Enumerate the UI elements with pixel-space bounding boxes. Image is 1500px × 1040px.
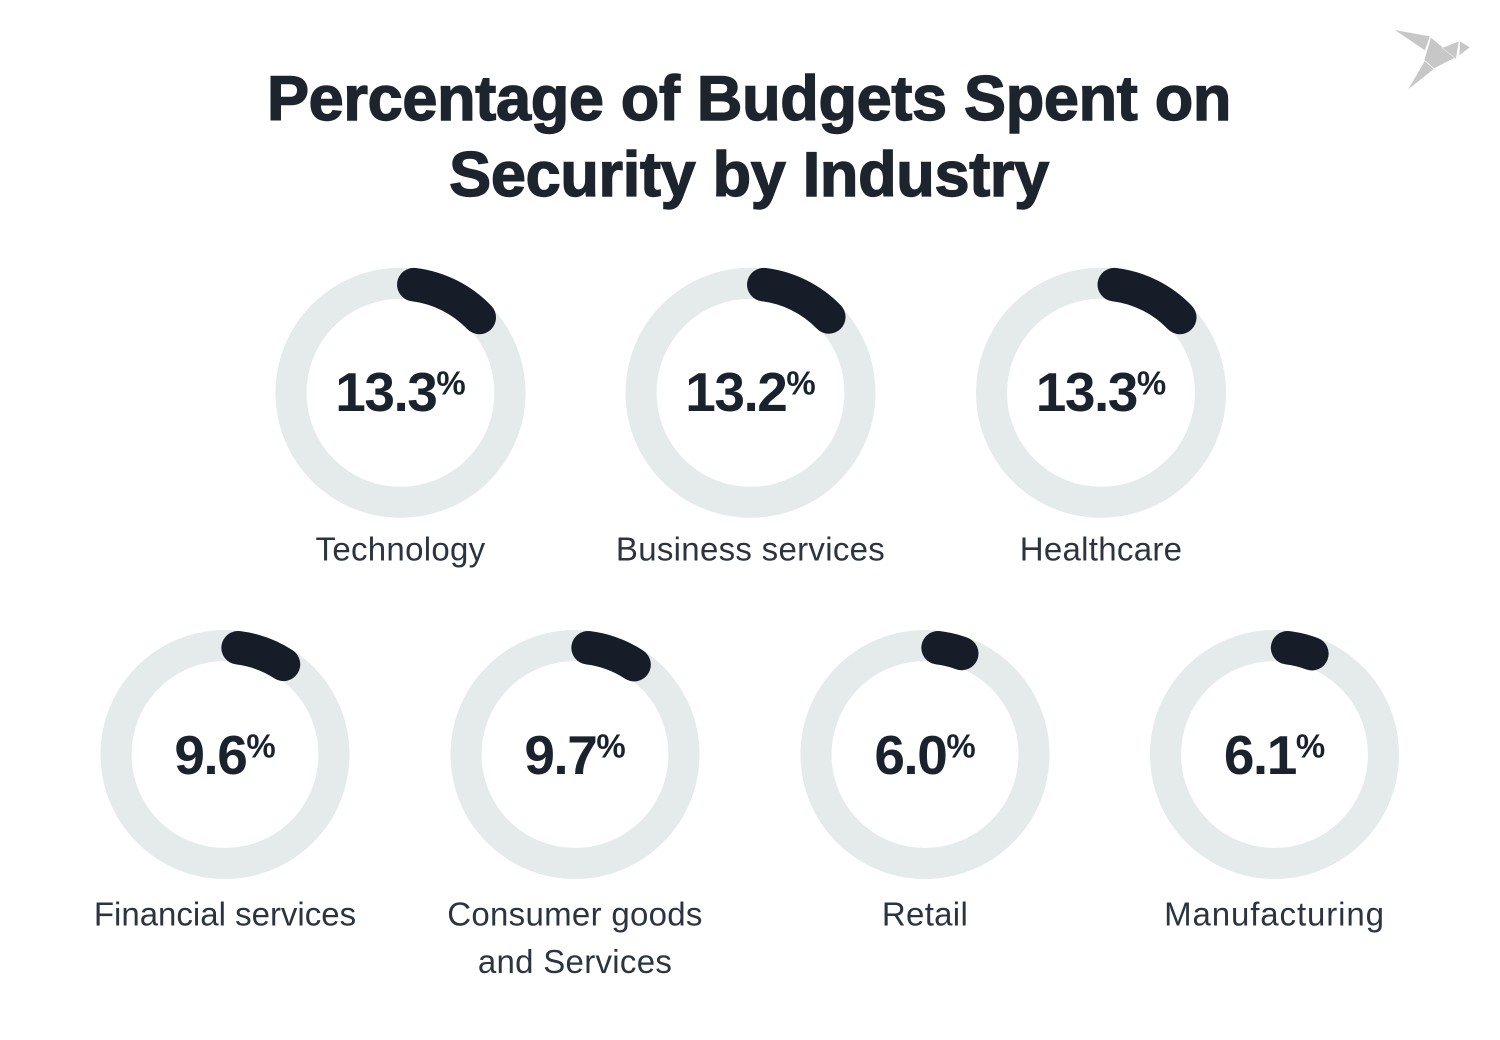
svg-text:Business services: Business services bbox=[616, 530, 885, 567]
svg-text:Manufacturing: Manufacturing bbox=[1164, 895, 1385, 932]
svg-text:9.7%: 9.7% bbox=[524, 724, 625, 786]
svg-text:Percentage of Budgets Spent on: Percentage of Budgets Spent on bbox=[267, 64, 1231, 134]
svg-text:6.1%: 6.1% bbox=[1224, 724, 1325, 786]
svg-text:6.0%: 6.0% bbox=[874, 724, 975, 786]
svg-text:Financial services: Financial services bbox=[94, 895, 356, 932]
svg-text:13.3%: 13.3% bbox=[1036, 361, 1166, 423]
svg-text:13.2%: 13.2% bbox=[685, 361, 815, 423]
svg-text:Technology: Technology bbox=[316, 530, 486, 567]
svg-text:Healthcare: Healthcare bbox=[1020, 530, 1183, 567]
svg-text:Security by Industry: Security by Industry bbox=[449, 140, 1049, 210]
svg-text:Consumer goods: Consumer goods bbox=[447, 895, 703, 932]
svg-text:and Services: and Services bbox=[478, 943, 672, 980]
svg-text:13.3%: 13.3% bbox=[335, 361, 465, 423]
svg-text:9.6%: 9.6% bbox=[174, 724, 275, 786]
svg-text:Retail: Retail bbox=[882, 895, 968, 932]
